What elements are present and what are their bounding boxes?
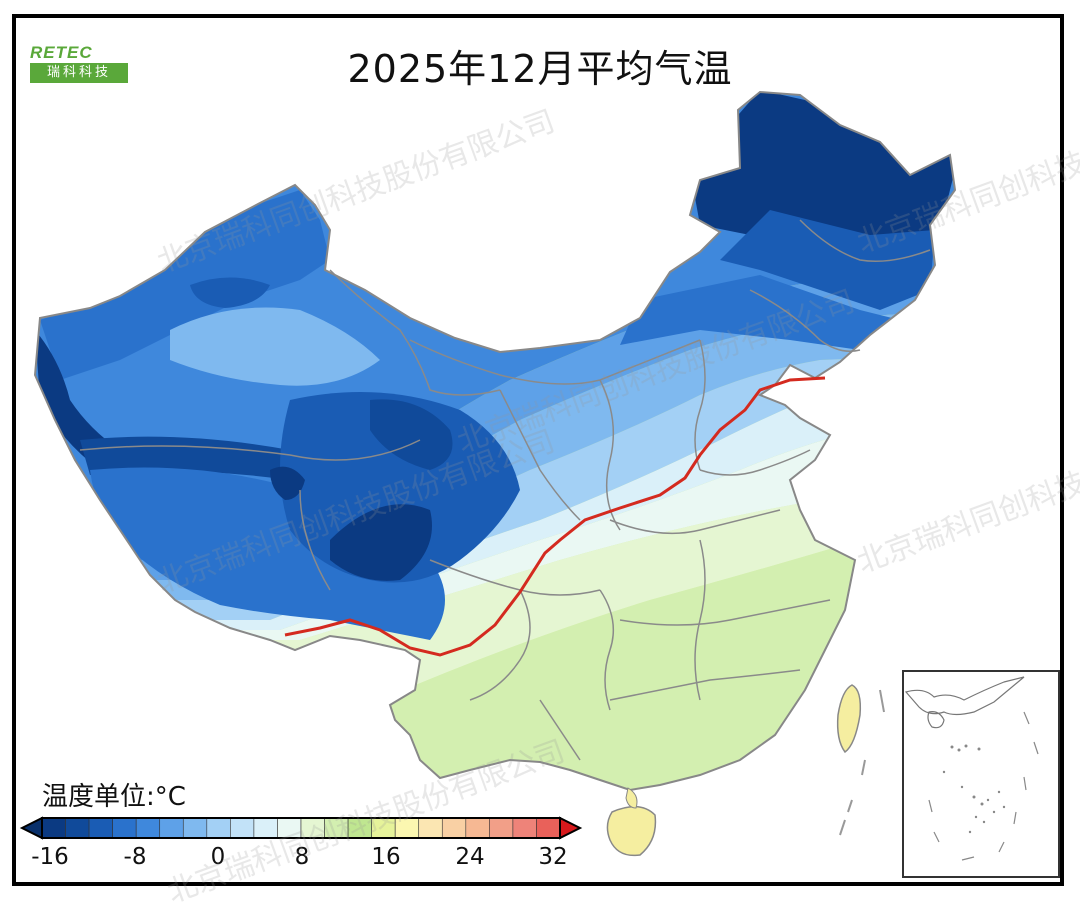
retec-logo: RETEC 瑞科科技 (30, 44, 128, 84)
legend-color-cell (300, 817, 325, 839)
legend-tick: 0 (210, 844, 226, 870)
legend-color-cell (441, 817, 467, 839)
zero-degree-isotherm (284, 376, 826, 657)
legend-color-cell (230, 817, 255, 839)
legend-color-cell (465, 817, 490, 839)
legend-tick: -16 (31, 844, 69, 870)
legend-ticks: -16 -8 0 8 16 24 32 (0, 844, 1080, 878)
leizhou-peninsula (625, 787, 638, 809)
south-china-sea-inset (902, 670, 1060, 878)
legend-tick: 16 (371, 844, 401, 870)
logo-top-text: RETEC (30, 43, 93, 62)
legend-tick: 24 (455, 844, 485, 870)
legend-tick: 8 (294, 844, 310, 870)
legend-colorbar (19, 816, 583, 840)
legend-color-cell (253, 817, 278, 839)
legend-color-cell (182, 817, 208, 839)
map-title: 2025年12月平均气温 (347, 47, 733, 91)
coastal-marks (839, 689, 885, 836)
hainan-island (606, 806, 657, 857)
legend-color-cell (112, 817, 137, 839)
legend-color-cell (418, 817, 443, 839)
unit-label: 温度单位:°C (42, 782, 186, 812)
legend-tick: -8 (123, 844, 147, 870)
legend-border (41, 817, 561, 839)
legend-color-cell (324, 817, 349, 839)
legend-color-cell (41, 817, 66, 839)
legend-color-cell (394, 817, 420, 839)
legend-color-cell (536, 817, 561, 839)
legend-color-cell (512, 817, 537, 839)
legend-color-cell (347, 817, 372, 839)
legend-color-cell (65, 817, 90, 839)
legend-color-cell (277, 817, 302, 839)
legend-color-cell (206, 817, 231, 839)
taiwan-island (836, 684, 862, 754)
legend-tick: 32 (538, 844, 568, 870)
legend-color-cell (159, 817, 184, 839)
inset-map (904, 676, 1039, 861)
legend-color-cell (371, 817, 396, 839)
legend-color-cell (135, 817, 161, 839)
legend-color-cell (489, 817, 514, 839)
legend-color-cell (88, 817, 113, 839)
logo-bottom-text: 瑞科科技 (30, 63, 128, 83)
